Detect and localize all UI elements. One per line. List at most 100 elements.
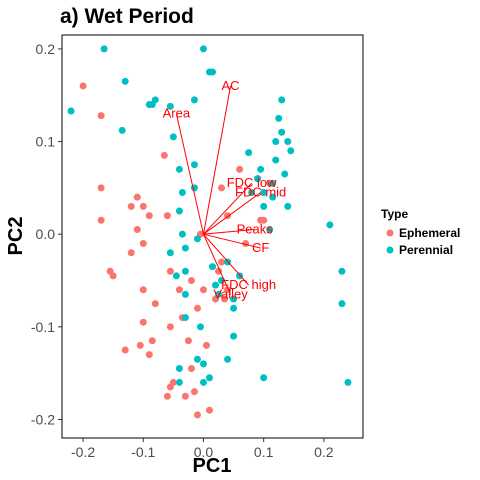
ephemeral-point — [139, 202, 147, 210]
perennial-point — [199, 378, 207, 386]
perennial-point — [181, 267, 189, 275]
perennial-point — [278, 128, 286, 136]
perennial-point — [175, 365, 183, 373]
loading-arrow — [175, 113, 204, 235]
ephemeral-point — [163, 212, 171, 220]
y-tick-label: -0.1 — [31, 319, 55, 335]
y-tick-label: 0.1 — [36, 134, 56, 150]
perennial-point — [209, 68, 216, 76]
loading-label: FDC high — [221, 277, 276, 292]
perennial-point — [175, 165, 183, 173]
loading-label: CF — [252, 240, 269, 255]
perennial-point — [326, 221, 334, 229]
loading-label: AC — [222, 78, 240, 93]
x-tick-label: -0.1 — [131, 444, 155, 460]
ephemeral-point — [97, 216, 105, 224]
ephemeral-point — [205, 406, 213, 414]
ephemeral-point — [109, 272, 117, 280]
perennial-point — [275, 114, 283, 122]
ephemeral-point — [139, 286, 147, 294]
perennial-point — [172, 272, 180, 280]
loading-arrow — [203, 233, 249, 286]
perennial-point — [169, 133, 177, 141]
ephemeral-point — [218, 258, 226, 266]
perennial-point — [166, 249, 174, 257]
ephemeral-point — [199, 286, 207, 294]
loading-label: Valley — [213, 286, 248, 301]
perennial-point — [254, 175, 262, 183]
ephemeral-point — [187, 365, 195, 373]
perennial-point — [272, 138, 280, 146]
ephemeral-point — [221, 295, 229, 303]
chart-title: a) Wet Period — [60, 5, 194, 28]
loading-arrow — [203, 182, 252, 235]
perennial-point — [199, 45, 207, 53]
perennial-point — [145, 100, 153, 108]
perennial-point — [269, 179, 277, 187]
ephemeral-point — [148, 337, 156, 345]
loading-arrow — [203, 233, 261, 249]
loading-arrow — [203, 192, 261, 235]
perennial-point — [193, 235, 201, 243]
loading-arrow — [202, 85, 232, 235]
ephemeral-point — [97, 184, 105, 192]
perennial-point — [121, 77, 129, 85]
perennial-point — [181, 314, 189, 322]
perennial-point — [181, 244, 189, 252]
legend-key — [386, 246, 394, 254]
y-tick-label: 0.2 — [36, 41, 56, 57]
legend-title: Type — [381, 207, 408, 221]
perennial-point — [175, 378, 183, 386]
ephemeral-point — [190, 388, 198, 396]
perennial-point — [278, 96, 286, 104]
ephemeral-point — [202, 341, 210, 349]
perennial-point — [196, 323, 204, 331]
perennial-point — [190, 96, 198, 104]
ephemeral-point — [260, 216, 268, 224]
perennial-point — [284, 202, 292, 210]
ephemeral-point — [163, 392, 171, 400]
ephemeral-point — [139, 239, 147, 247]
ephemeral-point — [121, 346, 129, 354]
perennial-point — [287, 147, 295, 155]
perennial-point — [281, 170, 289, 178]
perennial-point — [284, 138, 292, 146]
legend-label: Ephemeral — [399, 226, 460, 240]
ephemeral-point — [166, 267, 174, 275]
perennial-point — [338, 267, 346, 275]
x-tick-label: 0.1 — [254, 444, 274, 460]
perennial-point — [190, 161, 198, 169]
ephemeral-point — [193, 411, 201, 419]
perennial-point — [178, 188, 186, 196]
perennial-point — [118, 126, 126, 134]
perennial-point — [166, 102, 174, 110]
perennial-point — [181, 290, 189, 298]
ephemeral-point — [236, 165, 244, 173]
perennial-point — [230, 304, 238, 312]
perennial-point — [199, 360, 207, 368]
ephemeral-point — [127, 249, 135, 257]
perennial-point — [100, 45, 108, 53]
x-tick-label: 0.0 — [194, 444, 214, 460]
x-tick-label: 0.2 — [314, 444, 334, 460]
ephemeral-point — [166, 323, 174, 331]
legend-label: Perennial — [399, 243, 453, 257]
perennial-point — [338, 300, 346, 308]
x-tick-label: -0.2 — [71, 444, 95, 460]
legend-key — [386, 229, 394, 237]
ephemeral-point — [166, 383, 174, 391]
ephemeral-point — [79, 82, 87, 90]
ephemeral-point — [136, 341, 144, 349]
perennial-point — [344, 378, 352, 386]
data-layer — [67, 45, 352, 419]
ephemeral-point — [133, 226, 141, 234]
ephemeral-point — [151, 300, 159, 308]
perennial-point — [260, 374, 268, 382]
perennial-point — [209, 263, 216, 271]
loading-arrow — [203, 233, 232, 295]
perennial-point — [269, 193, 277, 201]
perennial-point — [224, 355, 232, 363]
perennial-point — [266, 226, 274, 234]
